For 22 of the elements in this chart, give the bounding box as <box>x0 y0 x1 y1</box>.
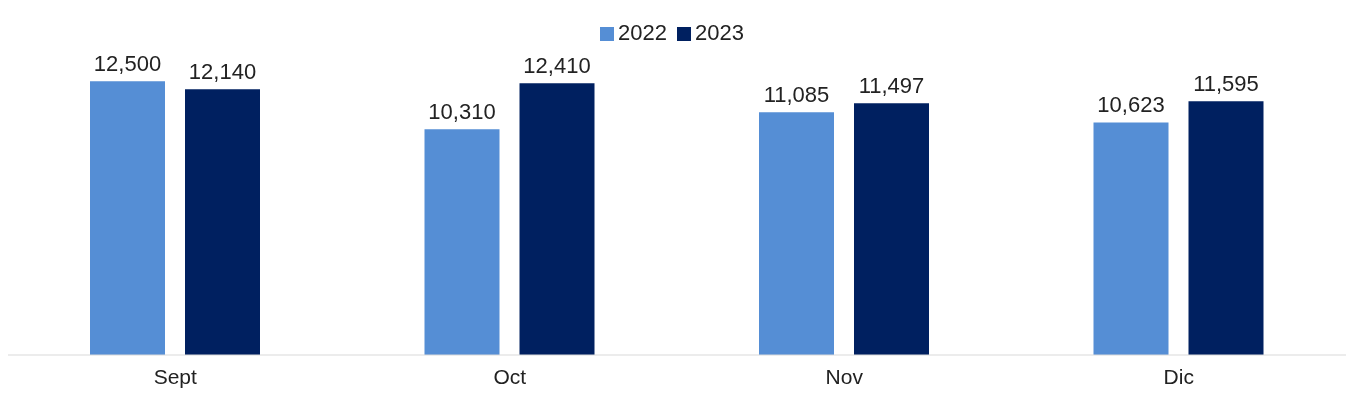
data-label: 12,500 <box>93 51 162 77</box>
bar <box>519 83 595 355</box>
data-label: 12,140 <box>188 59 257 85</box>
bar <box>90 81 165 355</box>
bar <box>759 112 834 355</box>
data-label: 11,595 <box>1193 71 1259 97</box>
bar <box>1188 101 1264 355</box>
data-label: 11,085 <box>763 82 830 108</box>
data-label: 11,497 <box>858 73 925 99</box>
bar <box>185 89 260 355</box>
x-tick-label: Nov <box>825 364 864 388</box>
data-label: 12,410 <box>523 53 591 79</box>
legend-label: 2022 <box>618 20 667 45</box>
bar <box>854 103 929 355</box>
x-tick-label: Oct <box>493 364 527 388</box>
data-label: 10,310 <box>428 99 496 125</box>
x-tick-label: Dic <box>1163 364 1194 388</box>
data-label: 10,623 <box>1097 92 1165 118</box>
x-tick-label: Sept <box>153 364 198 388</box>
legend-label: 2023 <box>695 20 744 45</box>
bar <box>1093 122 1169 355</box>
bar <box>424 129 500 355</box>
